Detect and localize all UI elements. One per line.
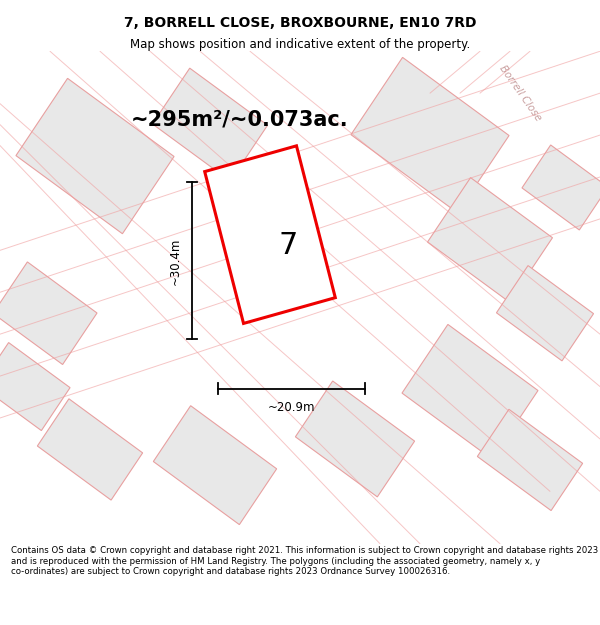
Polygon shape bbox=[428, 177, 553, 302]
Polygon shape bbox=[152, 68, 268, 181]
Text: 7: 7 bbox=[278, 231, 298, 259]
Polygon shape bbox=[478, 409, 583, 511]
Text: Borrell Close: Borrell Close bbox=[497, 63, 543, 123]
Polygon shape bbox=[154, 406, 277, 524]
Polygon shape bbox=[351, 58, 509, 213]
Polygon shape bbox=[496, 266, 593, 361]
Polygon shape bbox=[37, 399, 143, 500]
Polygon shape bbox=[402, 324, 538, 459]
Text: ~295m²/~0.073ac.: ~295m²/~0.073ac. bbox=[131, 109, 349, 129]
Polygon shape bbox=[0, 342, 70, 431]
Polygon shape bbox=[295, 381, 415, 497]
Text: ~20.9m: ~20.9m bbox=[268, 401, 315, 414]
Polygon shape bbox=[522, 145, 600, 230]
Text: 7, BORRELL CLOSE, BROXBOURNE, EN10 7RD: 7, BORRELL CLOSE, BROXBOURNE, EN10 7RD bbox=[124, 16, 476, 31]
Polygon shape bbox=[0, 262, 97, 364]
Text: Contains OS data © Crown copyright and database right 2021. This information is : Contains OS data © Crown copyright and d… bbox=[11, 546, 598, 576]
Polygon shape bbox=[205, 146, 335, 323]
Text: ~30.4m: ~30.4m bbox=[169, 237, 182, 284]
Text: Map shows position and indicative extent of the property.: Map shows position and indicative extent… bbox=[130, 39, 470, 51]
Polygon shape bbox=[16, 78, 174, 234]
